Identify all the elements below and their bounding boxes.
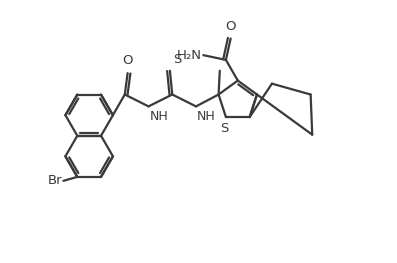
- Text: NH: NH: [150, 110, 168, 123]
- Text: Br: Br: [48, 174, 62, 187]
- Text: H₂N: H₂N: [176, 49, 201, 62]
- Text: O: O: [225, 20, 236, 33]
- Text: NH: NH: [197, 110, 216, 123]
- Text: S: S: [220, 122, 228, 135]
- Text: S: S: [173, 53, 181, 66]
- Text: O: O: [122, 54, 133, 67]
